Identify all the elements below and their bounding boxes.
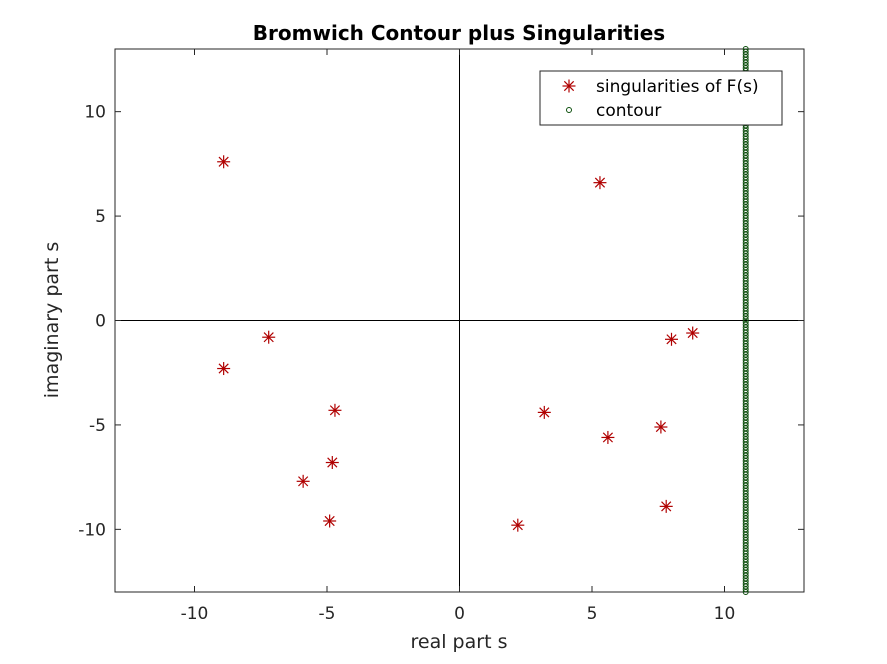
- x-tick-label: -5: [319, 604, 336, 624]
- legend-asterisk-icon: [562, 79, 576, 93]
- contour-point: [742, 48, 749, 55]
- legend: singularities of F(s) contour: [539, 70, 783, 126]
- contour-point: [742, 46, 749, 52]
- x-axis-ticks: -10 -5 0 5 10: [181, 49, 736, 624]
- legend-label-contour: contour: [596, 101, 661, 121]
- singularity-point: [325, 456, 339, 470]
- singularity-point: [686, 326, 700, 340]
- chart-title: Bromwich Contour plus Singularities: [253, 21, 665, 45]
- y-tick-label: 5: [95, 207, 106, 227]
- singularity-point: [217, 155, 231, 169]
- x-tick-label: 0: [454, 604, 465, 624]
- y-axis-label: imaginary part s: [41, 242, 63, 398]
- singularity-point: [665, 332, 678, 346]
- singularity-point: [511, 518, 525, 532]
- singularity-point: [659, 499, 673, 513]
- legend-box: [539, 70, 783, 126]
- x-axis-label: real part s: [411, 631, 508, 653]
- singularities-series: [217, 155, 700, 532]
- legend-circle-icon: [566, 107, 572, 113]
- legend-label-singularities: singularities of F(s): [596, 77, 759, 97]
- x-tick-label: 10: [714, 604, 736, 624]
- legend-marker-contour: [566, 107, 572, 113]
- y-tick-label: 0: [95, 312, 106, 332]
- y-tick-label: -5: [89, 416, 106, 436]
- x-tick-label: -10: [181, 604, 209, 624]
- singularity-point: [328, 403, 342, 417]
- y-axis-ticks: -10 -5 0 5 10: [78, 103, 804, 540]
- x-tick-label: 5: [587, 604, 598, 624]
- plot-area: -10 -5 0 5 10 -10 -5 0 5 10: [78, 46, 805, 624]
- singularity-point: [323, 514, 337, 528]
- y-tick-label: 10: [84, 103, 106, 123]
- singularity-point: [537, 405, 551, 419]
- singularity-point: [296, 474, 310, 488]
- y-tick-label: -10: [78, 520, 106, 540]
- singularity-point: [593, 176, 607, 190]
- reference-lines: [115, 49, 804, 592]
- singularity-point: [601, 430, 615, 444]
- singularity-point: [217, 362, 231, 376]
- singularity-point: [262, 330, 276, 344]
- legend-marker-singularities: [562, 79, 576, 93]
- singularity-point: [654, 420, 668, 434]
